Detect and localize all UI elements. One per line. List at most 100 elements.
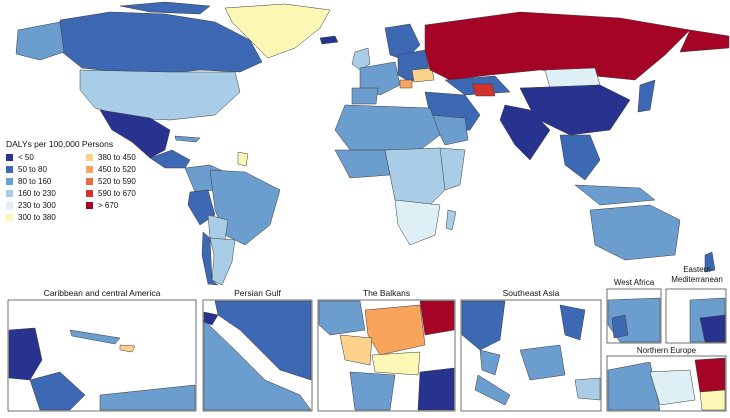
legend-item: < 50	[6, 152, 34, 163]
north-africa-region	[334, 104, 441, 151]
cuba-region	[174, 135, 201, 143]
inset-frame-southeast-asia	[460, 299, 602, 412]
legend-item: 80 to 160	[6, 176, 51, 187]
legend-item: 160 to 230	[6, 188, 56, 199]
inset-title-northern-europe: Northern Europe	[636, 346, 697, 355]
legend-label: > 670	[98, 201, 119, 210]
legend-swatch	[6, 166, 13, 173]
legend-swatch	[86, 190, 93, 197]
legend-swatch	[86, 178, 93, 185]
balkans-romania	[364, 304, 426, 356]
brazil-region	[209, 169, 281, 246]
gulf-arabia	[203, 319, 312, 411]
ne-land-4	[699, 389, 726, 411]
inset-frame-caribbean	[7, 299, 197, 412]
legend-item: 520 to 590	[86, 176, 136, 187]
inset-title-balkans: The Balkans	[362, 288, 411, 298]
mexico-region	[99, 109, 171, 159]
legend-label: 80 to 160	[18, 177, 52, 186]
inset-title-persian-gulf: Persian Gulf	[234, 288, 281, 298]
romania-region	[399, 79, 413, 89]
legend-item: 230 to 300	[6, 200, 56, 211]
new-zealand-region	[704, 251, 716, 273]
inset-frame-west-africa	[606, 288, 662, 344]
legend-swatch	[6, 202, 13, 209]
russia-far-east	[679, 29, 730, 53]
legend-label: 450 to 520	[98, 165, 136, 174]
balkans-turkey	[417, 367, 455, 411]
wa-land-2	[611, 314, 629, 339]
balkans-hungary	[318, 300, 366, 336]
balkans-serbia	[339, 334, 373, 366]
southeast-asia-region	[559, 134, 601, 181]
legend-item: 380 to 450	[86, 152, 136, 163]
inset-title-southeast-asia: Southeast Asia	[502, 288, 560, 298]
turkmenistan-region	[471, 83, 496, 97]
legend-label: 50 to 80	[18, 165, 47, 174]
west-africa-region	[334, 149, 391, 179]
arctic-islands	[119, 1, 211, 15]
legend-label: 300 to 380	[18, 213, 56, 222]
sea-philippines	[559, 304, 586, 341]
iceland-region	[319, 35, 339, 45]
sea-papua	[574, 377, 601, 401]
madagascar-region	[445, 209, 457, 231]
gulf-kuwait	[203, 311, 219, 326]
inset-frame-persian-gulf	[202, 299, 313, 412]
legend-title: DALYs per 100,000 Persons	[6, 139, 114, 149]
sea-sumatra	[474, 374, 511, 406]
sea-malaysia	[479, 349, 501, 376]
balkans-moldova	[419, 300, 455, 336]
em-land-2	[699, 314, 726, 343]
argentina-region	[209, 237, 236, 286]
inset-frame-balkans	[317, 299, 456, 412]
india-region	[499, 104, 551, 161]
australia-region	[589, 204, 681, 261]
inset-frame-northern-europe	[606, 355, 727, 412]
map-legend: DALYs per 100,000 Persons < 50 50 to 80 80…	[6, 139, 236, 231]
central-america-region	[149, 149, 191, 169]
japan-region	[637, 79, 656, 113]
legend-label: 160 to 230	[18, 189, 56, 198]
legend-label: 380 to 450	[98, 153, 136, 162]
indonesia-region	[574, 184, 656, 206]
sea-borneo	[519, 344, 566, 381]
canada-region	[59, 11, 263, 75]
alaska-region	[15, 21, 65, 61]
ne-land-3	[694, 357, 726, 393]
chile-region	[201, 231, 219, 286]
southern-africa-region	[394, 199, 441, 246]
legend-item: 50 to 80	[6, 164, 47, 175]
legend-swatch	[6, 214, 13, 221]
legend-item: 300 to 380	[6, 212, 56, 223]
legend-swatch	[6, 154, 13, 161]
legend-swatch	[86, 202, 93, 209]
legend-swatch	[6, 178, 13, 185]
iberia-region	[351, 87, 379, 105]
balkans-greece	[349, 371, 396, 411]
guiana-region	[237, 151, 249, 167]
inset-title-eastern-mediterranean: Eastern Mediterranean	[671, 265, 723, 284]
legend-swatch	[86, 166, 93, 173]
sea-mainland	[461, 300, 506, 351]
legend-label: 590 to 670	[98, 189, 136, 198]
legend-swatch	[6, 190, 13, 197]
legend-label: 230 to 300	[18, 201, 56, 210]
balkans-bulgaria	[371, 351, 421, 376]
greenland-region	[224, 3, 331, 59]
central-africa-region	[384, 147, 451, 216]
legend-label: 520 to 590	[98, 177, 136, 186]
inset-frame-eastern-mediterranean	[665, 288, 727, 344]
mongolia-region	[544, 67, 601, 89]
usa-region	[79, 69, 241, 121]
legend-item: 450 to 520	[86, 164, 136, 175]
caribbean-cuba	[69, 329, 121, 345]
western-europe-region	[359, 61, 401, 96]
caribbean-hispaniola	[119, 344, 136, 353]
inset-title-caribbean: Caribbean and central America	[43, 288, 161, 298]
east-africa-region	[439, 147, 466, 191]
caribbean-mexico	[8, 327, 43, 381]
caribbean-s-america	[99, 384, 196, 411]
